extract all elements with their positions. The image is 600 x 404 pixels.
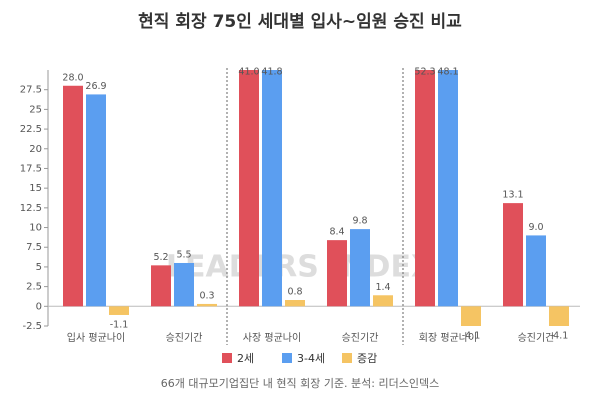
y-tick-label: 22.5 bbox=[20, 124, 42, 135]
data-label: 41.0 bbox=[238, 67, 259, 78]
data-label: 0.8 bbox=[287, 287, 302, 298]
x-tick-label: 승진기간 bbox=[342, 332, 379, 344]
legend-swatch bbox=[282, 353, 292, 363]
data-label: -4.1 bbox=[550, 331, 569, 342]
bar bbox=[526, 235, 546, 307]
data-label: 13.1 bbox=[502, 190, 523, 201]
data-label: 9.0 bbox=[528, 222, 543, 233]
legend-label: 3-4세 bbox=[297, 352, 325, 365]
footnote: 66개 대규모기업집단 내 현직 회장 기준. 분석: 리더스인덱스 bbox=[161, 377, 439, 390]
legend-label: 증감 bbox=[357, 352, 377, 365]
bar bbox=[503, 203, 523, 307]
y-tick-label: 17.5 bbox=[20, 163, 42, 174]
data-label: -4.1 bbox=[462, 331, 481, 342]
data-label: 8.4 bbox=[329, 227, 344, 238]
bar bbox=[174, 262, 194, 307]
y-tick-label: 12.5 bbox=[20, 203, 42, 214]
data-label: 48.1 bbox=[437, 67, 458, 78]
x-tick-label: 승진기간 bbox=[166, 332, 203, 344]
data-label: 26.9 bbox=[85, 81, 106, 92]
data-label: 28.0 bbox=[62, 72, 83, 83]
y-tick-label: 7.5 bbox=[26, 242, 42, 253]
y-tick-label: 20 bbox=[29, 144, 42, 155]
legend-swatch bbox=[342, 353, 352, 363]
bar bbox=[262, 70, 282, 307]
y-tick-label: 25 bbox=[29, 104, 42, 115]
plot-area bbox=[63, 70, 569, 326]
data-label: 5.2 bbox=[153, 252, 168, 263]
bar bbox=[373, 295, 393, 307]
y-tick-label: 2.5 bbox=[26, 282, 42, 293]
data-label: -1.1 bbox=[110, 319, 129, 330]
data-label: 0.3 bbox=[199, 290, 214, 301]
x-tick-label: 사장 평균나이 bbox=[243, 332, 301, 344]
watermark: LEADERS INDEX bbox=[166, 250, 434, 285]
bar bbox=[109, 306, 129, 315]
x-tick-label: 회장 평균나이 bbox=[419, 332, 477, 344]
legend-swatch bbox=[222, 353, 232, 363]
x-tick-label: 승진기간 bbox=[518, 332, 555, 344]
x-tick-label: 입사 평균나이 bbox=[67, 331, 125, 344]
bar bbox=[327, 240, 347, 307]
bar bbox=[86, 94, 106, 307]
y-tick-label: -2.5 bbox=[22, 321, 42, 332]
data-label: 9.8 bbox=[352, 216, 367, 227]
y-tick-label: 27.5 bbox=[20, 85, 42, 96]
bar bbox=[239, 70, 259, 307]
bar bbox=[415, 70, 435, 307]
data-label: 1.4 bbox=[375, 282, 390, 293]
legend-label: 2세 bbox=[237, 352, 254, 365]
data-label: 41.8 bbox=[261, 67, 282, 78]
bar bbox=[438, 70, 458, 307]
bar bbox=[350, 229, 370, 307]
bar bbox=[285, 300, 305, 307]
data-label: 52.3 bbox=[414, 67, 435, 78]
y-tick-label: 5 bbox=[36, 262, 42, 273]
y-tick-label: 15 bbox=[29, 183, 42, 194]
y-tick-label: 0 bbox=[36, 301, 42, 312]
y-tick-label: 10 bbox=[29, 223, 42, 234]
chart-title: 현직 회장 75인 세대별 입사~임원 승진 비교 bbox=[138, 11, 462, 32]
bar bbox=[63, 85, 83, 307]
bar bbox=[151, 265, 171, 307]
bar bbox=[549, 306, 569, 326]
data-label: 5.5 bbox=[176, 249, 191, 260]
bar bbox=[461, 306, 481, 326]
bar bbox=[197, 303, 217, 307]
